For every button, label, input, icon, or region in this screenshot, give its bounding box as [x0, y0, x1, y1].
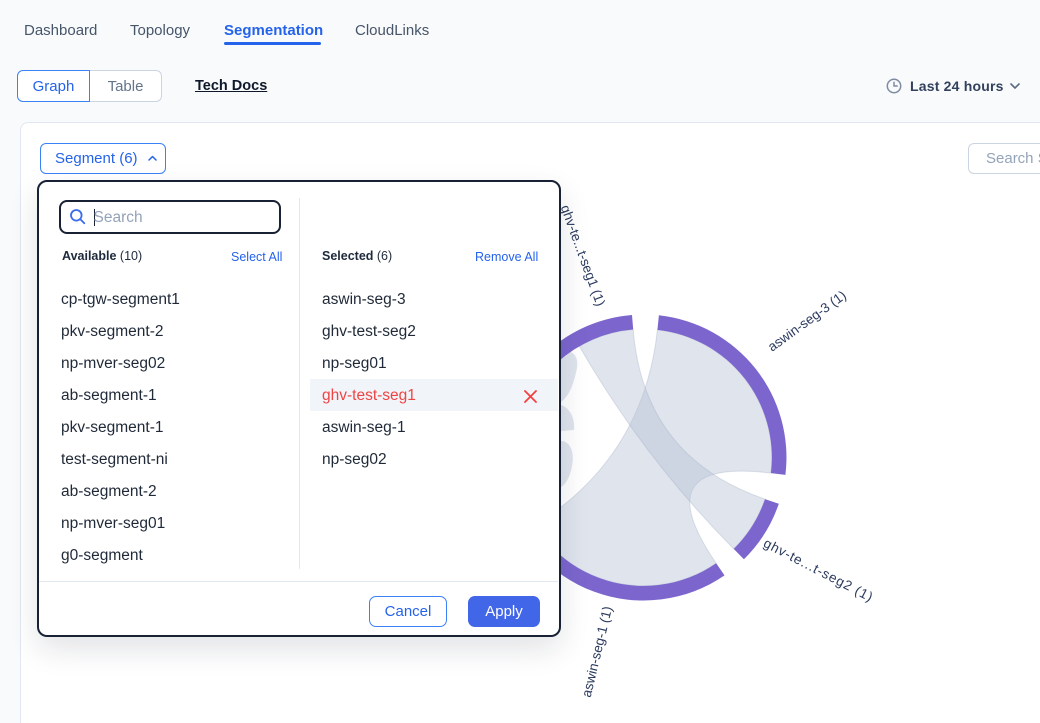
svg-text:ghv-te...t-seg1 (1): ghv-te...t-seg1 (1): [558, 203, 609, 308]
svg-text:aswin-seg-1 (1): aswin-seg-1 (1): [579, 605, 615, 699]
svg-text:aswin-seg-3 (1): aswin-seg-3 (1): [765, 288, 849, 355]
svg-text:ghv-te...t-seg2 (1): ghv-te...t-seg2 (1): [761, 535, 876, 605]
